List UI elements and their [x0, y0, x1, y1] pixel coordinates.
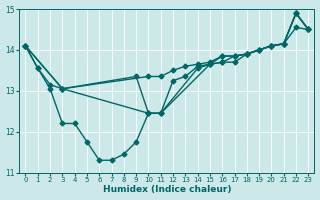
X-axis label: Humidex (Indice chaleur): Humidex (Indice chaleur)	[103, 185, 231, 194]
